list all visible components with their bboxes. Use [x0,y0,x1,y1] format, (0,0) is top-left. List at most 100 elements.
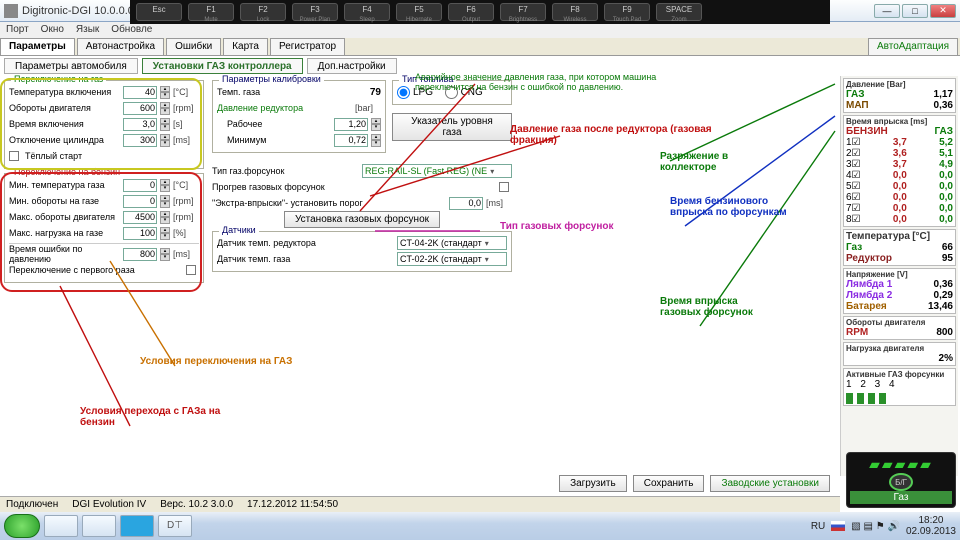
injtype-label: Тип газ.форсунок [212,166,359,176]
menu-port[interactable]: Порт [6,24,29,36]
injtype-combo[interactable]: REG-RAIL-SL (Fast REG) (NE [362,164,512,178]
note-alarm: Аварийное значение давления газа, при ко… [415,72,695,92]
subtab-gas[interactable]: Установки ГАЗ контроллера [142,58,303,74]
tray-icons[interactable]: ▧ ▤ ⚑ 🔊 [851,521,900,532]
block-temp: Температура [°C] Газ66 Редуктор95 [843,229,956,266]
system-tray: RU ▧ ▤ ⚑ 🔊 18:20 02.09.2013 [811,515,956,537]
left-panel: Переключение на газ Температура включени… [0,76,840,476]
work-label: Рабочее [217,119,331,129]
tab-autoadapt[interactable]: АвтоАдаптация [868,38,958,55]
tray-lang[interactable]: RU [811,521,825,532]
level-button[interactable]: Указатель уровня газа [392,113,512,141]
unit: [ms] [173,249,199,259]
input[interactable] [123,118,157,131]
inj-row: 6☑0,00,0 [846,192,953,203]
fnkey-Esc[interactable]: Esc [136,3,182,21]
fnkey-F3[interactable]: F3Power Plan [292,3,338,21]
group-title: Переключение на бензин [11,167,123,177]
err-time-input[interactable] [123,248,157,261]
injset-button[interactable]: Установка газовых форсунок [284,211,440,228]
tray-flag-icon[interactable] [831,521,845,531]
inj-row: 3☑3,74,9 [846,159,953,170]
tab-autotune[interactable]: Автонастройка [77,38,164,55]
fnkey-F2[interactable]: F2Lock [240,3,286,21]
subtab-car[interactable]: Параметры автомобиля [4,58,138,74]
sens-red-combo[interactable]: CT-04-2K (стандарт [397,236,507,250]
sens-red-label: Датчик темп. редуктора [217,238,394,248]
close-button[interactable]: ✕ [930,4,956,18]
group-title: Переключение на газ [11,74,106,84]
gas-indicator[interactable]: ▰▰▰▰▰ Б/Г Газ [846,452,956,508]
fnkey-F6[interactable]: F6Output [448,3,494,21]
gas-switch-icon: Б/Г [889,473,913,491]
input[interactable] [123,195,157,208]
tab-params[interactable]: Параметры [0,38,75,55]
input[interactable] [123,102,157,115]
fnkey-SPACE[interactable]: SPACEZoom [656,3,702,21]
load-button[interactable]: Загрузить [559,475,627,492]
fnkey-F4[interactable]: F4Sleep [344,3,390,21]
fnkey-F7[interactable]: F7Brightness [500,3,546,21]
tray-time: 18:20 [906,515,956,526]
extra-label: "Экстра-впрыски"- установить порог [212,198,446,208]
note-vac: Разряжение в коллекторе [660,151,780,173]
save-button[interactable]: Сохранить [633,475,705,492]
menu-lang[interactable]: Язык [76,24,99,36]
input[interactable] [123,86,157,99]
block-load: Нагрузка двигателя 2% [843,342,956,366]
menu-update[interactable]: Обновле [111,24,152,36]
note-injtype: Тип газовых форсунок [500,221,620,232]
temp-gas-value: 79 [370,87,381,98]
work-input[interactable] [334,118,368,131]
fnkey-F9[interactable]: F9Touch Pad [604,3,650,21]
first-switch-check[interactable] [186,265,196,275]
start-button[interactable] [4,514,40,538]
content: Переключение на газ Температура включени… [0,76,960,476]
input[interactable] [123,179,157,192]
block-volt: Напряжение [V] Лямбда 10,36 Лямбда 20,29… [843,268,956,314]
warmstart-check[interactable] [9,151,19,161]
temp-gas-label: Темп. газа [217,87,367,97]
spinner[interactable]: ▴▾ [160,248,170,261]
tab-log[interactable]: Регистратор [270,38,345,55]
group-title: Датчики [219,225,259,235]
tray-date: 02.09.2013 [906,526,956,537]
sens-gas-combo[interactable]: CT-02-2K (стандарт [397,252,507,266]
minimize-button[interactable]: — [874,4,900,18]
inj-row: 4☑0,00,0 [846,170,953,181]
taskbar: D⊤ RU ▧ ▤ ⚑ 🔊 18:20 02.09.2013 [0,512,960,540]
fnkey-F1[interactable]: F1Mute [188,3,234,21]
tab-errors[interactable]: Ошибки [166,38,221,55]
task-explorer-icon[interactable] [82,515,116,537]
note-condgas: Условия переключения на ГАЗ [140,356,310,367]
input[interactable] [123,227,157,240]
fnkey-F8[interactable]: F8Wireless [552,3,598,21]
err-time-label: Время ошибки по давлению [9,244,120,264]
app-icon [4,4,18,18]
input[interactable] [123,134,157,147]
maximize-button[interactable]: □ [902,4,928,18]
window-buttons: — □ ✕ [874,4,956,18]
extra-input[interactable] [449,197,483,210]
statusbar: Подключен DGI Evolution IV Верс. 10.2 3.… [0,496,840,512]
min-label: Минимум [217,135,331,145]
task-dgi-icon[interactable]: D⊤ [158,515,192,537]
gas-arc-icon: ▰▰▰▰▰ [869,456,933,473]
warmup-check[interactable] [499,182,509,192]
task-skype-icon[interactable] [120,515,154,537]
status-conn: Подключен [6,499,58,510]
fnkey-F5[interactable]: F5Hibernate [396,3,442,21]
input[interactable] [123,211,157,224]
min-input[interactable] [334,134,368,147]
right-panel: Давление [Bar] ГАЗ1,17 МАП0,36 Время впр… [840,76,958,476]
menu-window[interactable]: Окно [41,24,64,36]
radio-lpg[interactable] [397,86,410,99]
warmup-label: Прогрев газовых форсунок [212,182,496,192]
factory-button[interactable]: Заводские установки [710,475,830,492]
task-ie-icon[interactable] [44,515,78,537]
fn-key-bar: Esc F1Mute F2Lock F3Power Plan F4Sleep F5Hibe… [130,0,830,24]
block-injtime: Время впрыска [ms] БЕНЗИНГАЗ 1☑3,75,22☑3… [843,115,956,227]
subtab-extra[interactable]: Доп.настройки [307,58,397,74]
sens-gas-label: Датчик темп. газа [217,254,394,264]
tab-map[interactable]: Карта [223,38,268,55]
